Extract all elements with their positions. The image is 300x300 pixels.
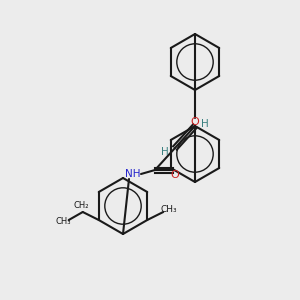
Text: NH: NH — [125, 169, 141, 179]
Text: CH₂: CH₂ — [73, 200, 88, 209]
Text: CH₃: CH₃ — [161, 206, 178, 214]
Text: O: O — [171, 170, 179, 180]
Text: H: H — [201, 119, 209, 129]
Text: O: O — [190, 117, 200, 127]
Text: CH₃: CH₃ — [55, 218, 70, 226]
Text: H: H — [161, 147, 169, 157]
